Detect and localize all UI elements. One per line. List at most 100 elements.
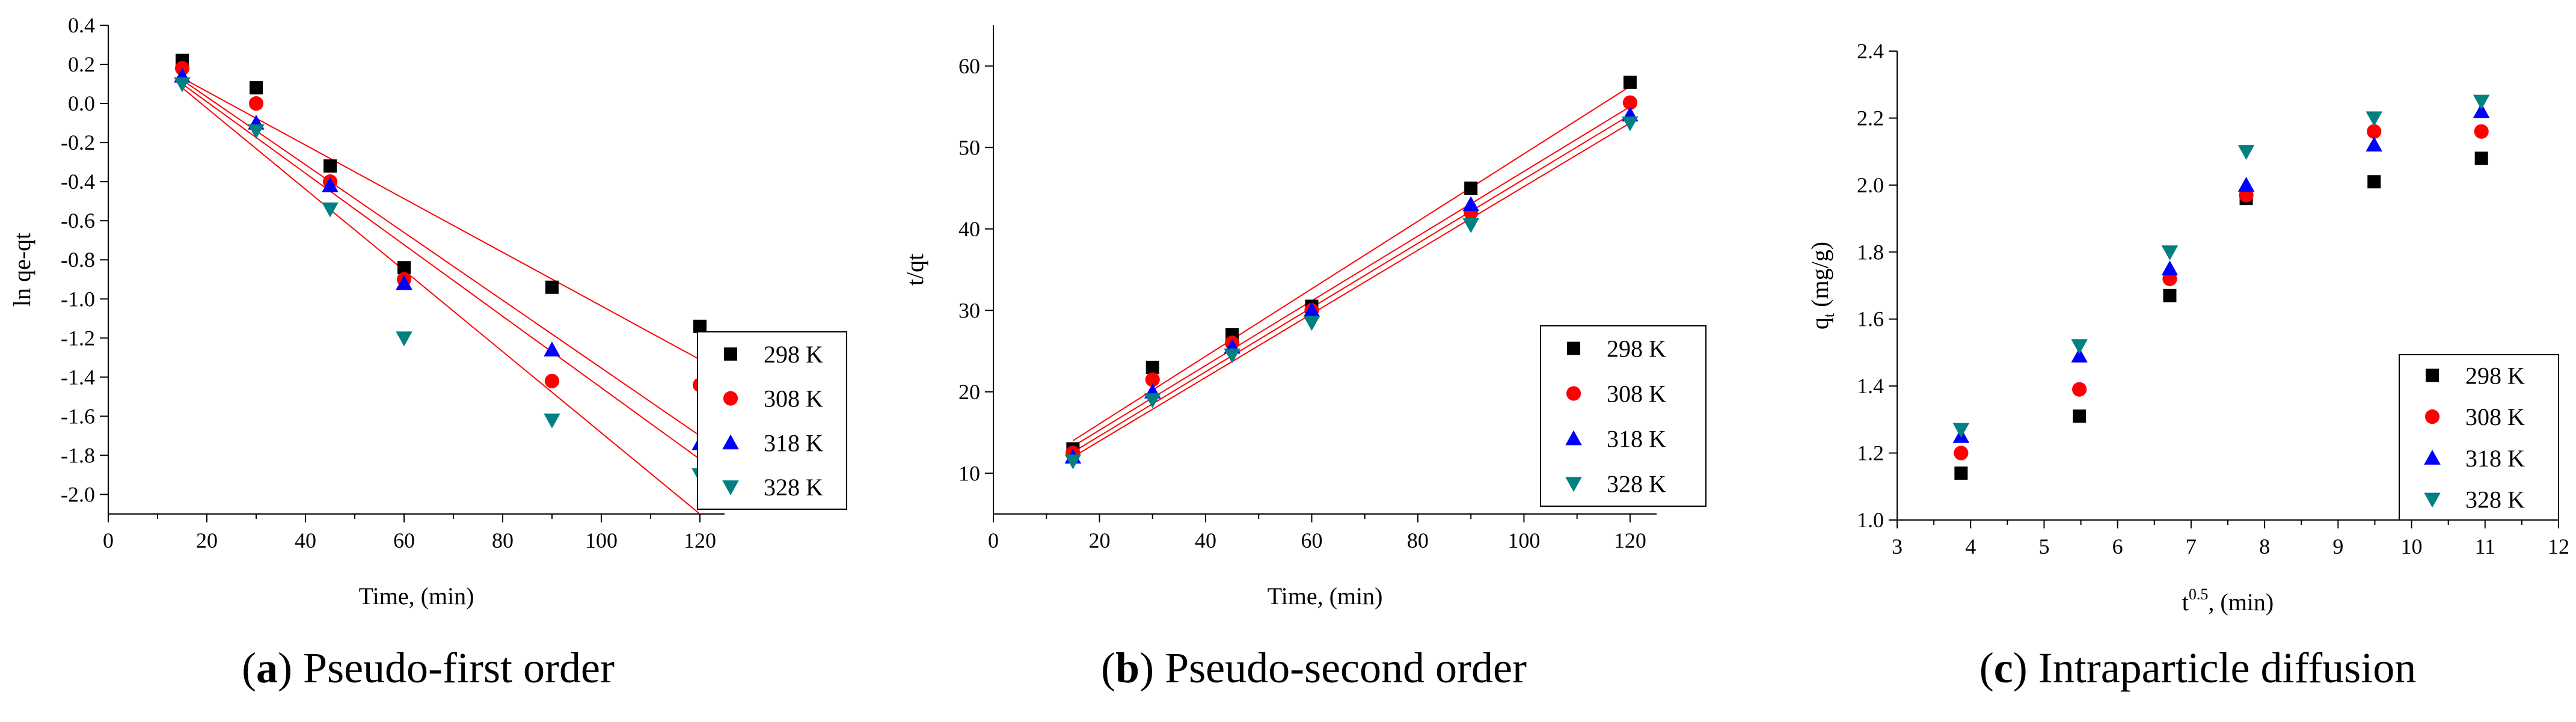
x-tick-label: 9 — [2332, 534, 2343, 558]
data-point-328K — [1303, 316, 1320, 331]
y-tick-label: 10 — [958, 461, 980, 485]
data-point-308K — [1145, 372, 1160, 387]
x-tick-label: 120 — [684, 528, 716, 552]
data-point-308K — [2072, 382, 2087, 397]
x-tick-label: 20 — [1088, 528, 1110, 552]
y-tick-label: -1.0 — [61, 287, 95, 311]
x-tick-label: 40 — [295, 528, 316, 552]
fit-line-308K — [1072, 106, 1631, 447]
x-tick-label: 60 — [1301, 528, 1322, 552]
data-point-298K — [2163, 289, 2177, 302]
y-tick-label: -0.8 — [61, 248, 95, 272]
legend-marker-328K — [722, 480, 739, 495]
legend-label: 308 K — [2465, 403, 2525, 430]
x-tick-label: 3 — [1892, 534, 1903, 558]
data-point-298K — [545, 280, 559, 294]
legend-marker-318K — [2424, 450, 2441, 465]
data-point-298K — [1464, 182, 1478, 195]
legend-label: 318 K — [2465, 445, 2525, 472]
y-axis-title: qt (mg/g) — [1806, 242, 1838, 329]
y-tick-label: -0.2 — [61, 130, 95, 154]
data-point-318K — [322, 177, 339, 192]
y-tick-label: 0.4 — [68, 13, 95, 37]
y-tick-label: 1.4 — [1857, 374, 1884, 398]
y-tick-label: -1.2 — [61, 326, 95, 350]
legend-marker-308K — [723, 391, 738, 406]
legend-marker-318K — [722, 434, 739, 450]
data-point-328K — [1952, 423, 1970, 438]
x-tick-label: 0 — [988, 528, 999, 552]
x-axis-title: Time, (min) — [1268, 583, 1383, 610]
data-point-308K — [248, 96, 264, 111]
data-point-298K — [397, 261, 411, 275]
y-tick-label: -0.6 — [61, 209, 95, 233]
chart-1: 0 20 40 60 80 100 120 0.4 0.2 0.0 -0.2 -0.4 -0.6 -0.8… — [8, 13, 847, 610]
x-axis-title: t0.5, (min) — [2182, 586, 2274, 616]
data-point-328K — [1144, 393, 1161, 409]
data-point-298K — [2367, 175, 2381, 189]
x-tick-label: 11 — [2474, 534, 2495, 558]
legend-label: 328 K — [764, 474, 823, 501]
x-tick-label: 5 — [2038, 534, 2049, 558]
data-point-308K — [2474, 124, 2489, 139]
legend-label: 328 K — [2465, 486, 2525, 513]
y-tick-label: 1.8 — [1857, 240, 1884, 264]
y-tick-label: -2.0 — [61, 482, 95, 506]
data-point-298K — [1623, 75, 1637, 89]
x-tick-label: 120 — [1614, 528, 1646, 552]
legend-box — [1540, 325, 1707, 507]
chart-3: 3 4 5 6 7 8 9 10 11 12 1.0 1.2 1.4 1.6 1.8 2.0 2.2 2.4 t0.… — [1806, 39, 2569, 616]
data-point-328K — [248, 124, 265, 139]
legend-label: 318 K — [764, 429, 823, 456]
legend-box — [697, 331, 847, 510]
y-tick-label: 2.0 — [1857, 173, 1884, 197]
data-point-298K — [1145, 361, 1159, 375]
y-tick-label: -1.6 — [61, 404, 95, 428]
x-tick-label: 100 — [1507, 528, 1540, 552]
x-tick-label: 80 — [1407, 528, 1429, 552]
y-tick-label: 20 — [958, 380, 980, 404]
legend-marker-318K — [1565, 430, 1582, 445]
y-tick-label: 60 — [958, 54, 980, 78]
data-point-318K — [396, 275, 412, 290]
x-tick-label: 60 — [393, 528, 415, 552]
y-tick-label: 1.0 — [1857, 508, 1884, 532]
caption-a: (a) Pseudo-first order — [242, 644, 615, 692]
y-tick-label: -1.4 — [61, 365, 95, 389]
fit-line-318K — [1072, 114, 1631, 453]
x-tick-label: 7 — [2186, 534, 2197, 558]
legend-marker-308K — [1566, 386, 1581, 401]
x-tick-label: 8 — [2259, 534, 2270, 558]
data-point-328K — [544, 413, 560, 429]
y-tick-label: 2.4 — [1857, 39, 1884, 63]
data-point-328K — [2237, 145, 2255, 160]
fit-line-298K — [1072, 85, 1631, 441]
data-point-318K — [2161, 260, 2179, 276]
data-point-328K — [174, 77, 191, 93]
legend-marker-328K — [2424, 492, 2441, 508]
data-point-298K — [1954, 467, 1968, 480]
y-tick-label: -0.4 — [61, 170, 95, 194]
legend-label: 308 K — [1607, 381, 1666, 408]
fit-line-318K — [182, 83, 701, 460]
caption-c: (c) Intraparticle diffusion — [1979, 644, 2417, 692]
data-point-328K — [1462, 218, 1479, 233]
data-point-298K — [693, 319, 707, 333]
data-point-328K — [2071, 339, 2088, 355]
data-point-328K — [396, 331, 412, 347]
chart-2: 0 20 40 60 80 100 120 10 20 30 40 50 60 Time, (min) t/… — [901, 25, 1707, 610]
data-point-298K — [324, 159, 337, 173]
y-axis-title: t/qt — [901, 254, 928, 286]
legend-label: 318 K — [1607, 426, 1666, 453]
data-point-328K — [1622, 116, 1639, 132]
y-tick-label: 30 — [958, 298, 980, 322]
data-point-308K — [1622, 95, 1637, 110]
data-point-328K — [2473, 94, 2490, 110]
y-axis-title: ln qe-qt — [8, 233, 35, 307]
y-tick-label: 0.2 — [68, 52, 95, 76]
x-tick-label: 40 — [1195, 528, 1216, 552]
data-point-298K — [2474, 151, 2488, 165]
legend-marker-328K — [1565, 477, 1582, 492]
y-tick-label: 0.0 — [68, 91, 95, 115]
